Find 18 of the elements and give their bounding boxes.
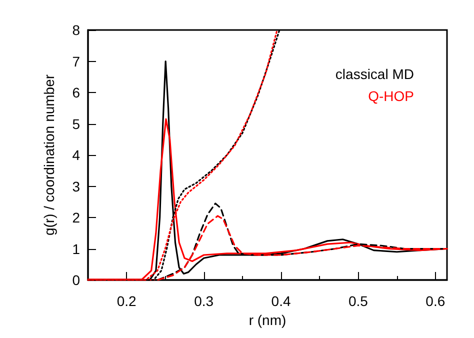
x-tick-label: 0.6 (426, 293, 446, 309)
y-tick-label: 1 (72, 240, 80, 257)
y-tick-label: 8 (72, 22, 80, 38)
y-tick-label: 0 (72, 272, 80, 288)
y-tick-label: 4 (72, 147, 80, 163)
y-axis-title: g(r) / coordination number (41, 74, 57, 236)
y-tick-label: 2 (72, 210, 80, 226)
x-tick-label: 0.2 (116, 293, 137, 309)
x-axis-title: r (nm) (248, 312, 286, 328)
y-tick-label: 3 (72, 178, 80, 194)
x-tick-label: 0.5 (348, 293, 368, 309)
y-tick-label: 5 (72, 116, 80, 132)
y-tick-label: 6 (72, 84, 80, 100)
y-tick-label: 7 (72, 53, 80, 70)
x-tick-label: 0.3 (194, 293, 214, 309)
x-tick-label: 0.4 (271, 293, 291, 309)
text: classical MD (335, 66, 414, 82)
text: Q-HOP (368, 88, 414, 104)
